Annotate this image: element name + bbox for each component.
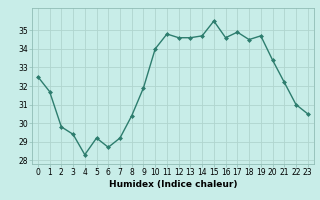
X-axis label: Humidex (Indice chaleur): Humidex (Indice chaleur) <box>108 180 237 189</box>
